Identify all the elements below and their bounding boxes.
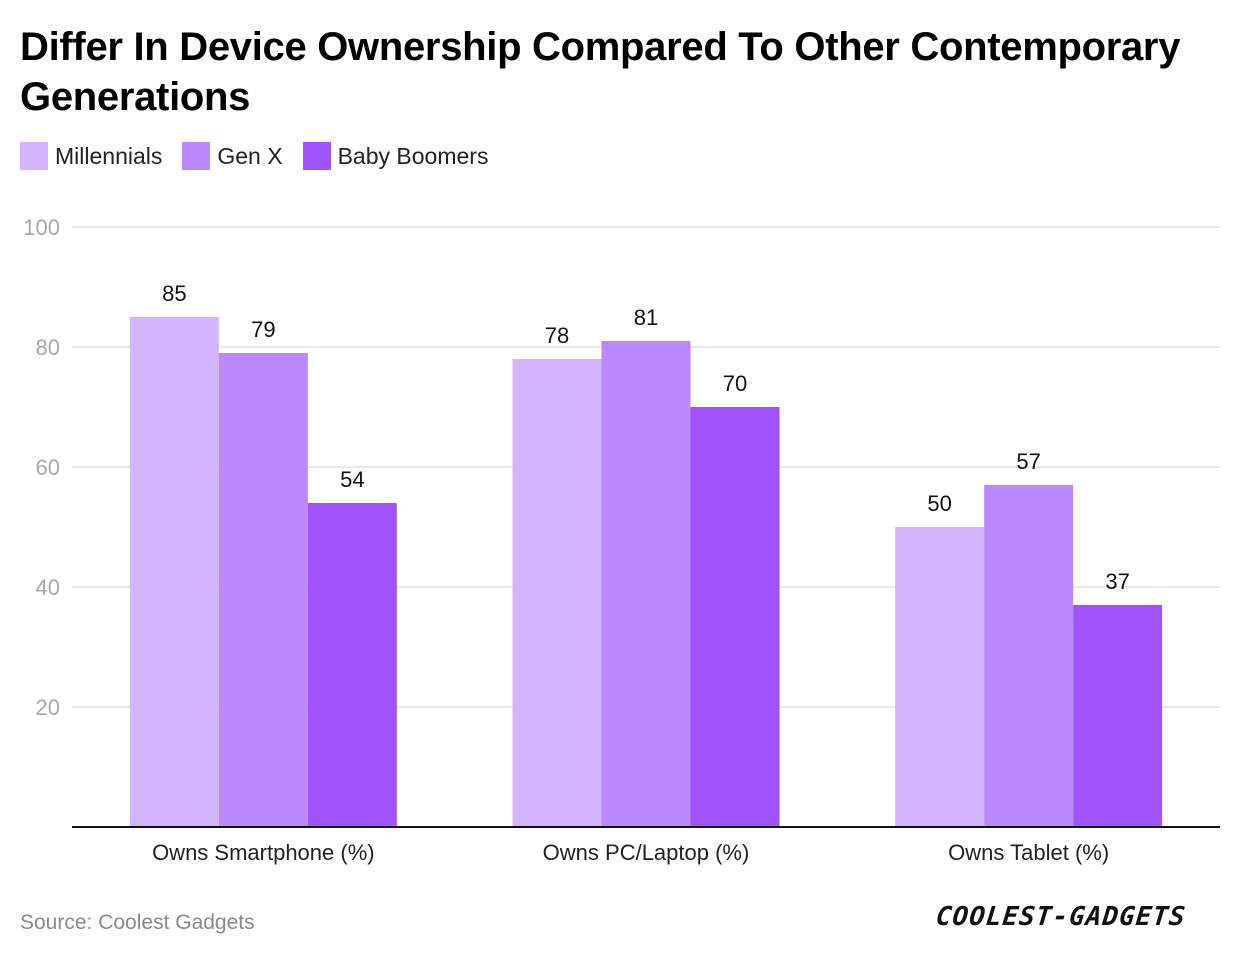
- legend-swatch-baby-boomers: [302, 142, 331, 170]
- bar-gen_x-0: [218, 353, 308, 827]
- legend-swatch-gen-x: [182, 142, 211, 170]
- bar-millennials-0: [129, 317, 219, 827]
- legend-label-gen-x: Gen X: [217, 142, 283, 169]
- bar-gen_x-1: [601, 341, 691, 827]
- legend-item-baby-boomers: Baby Boomers: [302, 142, 489, 170]
- x-category-label-0: Owns Smartphone (%): [152, 840, 375, 865]
- data-label-baby_boomers-0: 54: [340, 467, 364, 492]
- data-label-baby_boomers-1: 70: [723, 371, 747, 396]
- data-label-gen_x-2: 57: [1016, 449, 1040, 474]
- brand-logo: COOLEST-GADGETS: [934, 902, 1188, 932]
- bar-baby_boomers-2: [1073, 605, 1163, 827]
- bar-gen_x-2: [984, 485, 1074, 827]
- y-tick-label-60: 60: [36, 455, 60, 480]
- data-label-millennials-2: 50: [927, 491, 951, 516]
- bar-baby_boomers-0: [307, 503, 397, 827]
- y-tick-label-80: 80: [36, 335, 60, 360]
- bar-millennials-2: [895, 527, 985, 827]
- data-label-gen_x-0: 79: [251, 317, 275, 342]
- bar-baby_boomers-1: [690, 407, 780, 827]
- legend-label-millennials: Millennials: [55, 142, 163, 169]
- legend: Millennials Gen X Baby Boomers: [20, 140, 508, 172]
- x-category-label-1: Owns PC/Laptop (%): [543, 840, 750, 865]
- x-category-label-2: Owns Tablet (%): [948, 840, 1109, 865]
- legend-label-baby-boomers: Baby Boomers: [337, 142, 489, 169]
- bar-chart: 20 40 60 80 100 85 79 54 Owns Smartphone (%) 78 81…: [23, 215, 1220, 865]
- bar-millennials-1: [512, 359, 602, 827]
- legend-item-millennials: Millennials: [20, 142, 162, 170]
- legend-swatch-millennials: [20, 142, 48, 170]
- y-tick-label-40: 40: [36, 575, 60, 600]
- legend-item-gen-x: Gen X: [182, 142, 283, 170]
- chart-title: Differ In Device Ownership Compared To O…: [20, 25, 1181, 119]
- data-label-millennials-1: 78: [545, 323, 569, 348]
- y-tick-label-20: 20: [36, 695, 60, 720]
- y-tick-label-100: 100: [23, 215, 60, 240]
- data-label-millennials-0: 85: [162, 281, 186, 306]
- data-label-baby_boomers-2: 37: [1105, 569, 1129, 594]
- source-note: Source: Coolest Gadgets: [20, 911, 255, 934]
- data-label-gen_x-1: 81: [634, 305, 658, 330]
